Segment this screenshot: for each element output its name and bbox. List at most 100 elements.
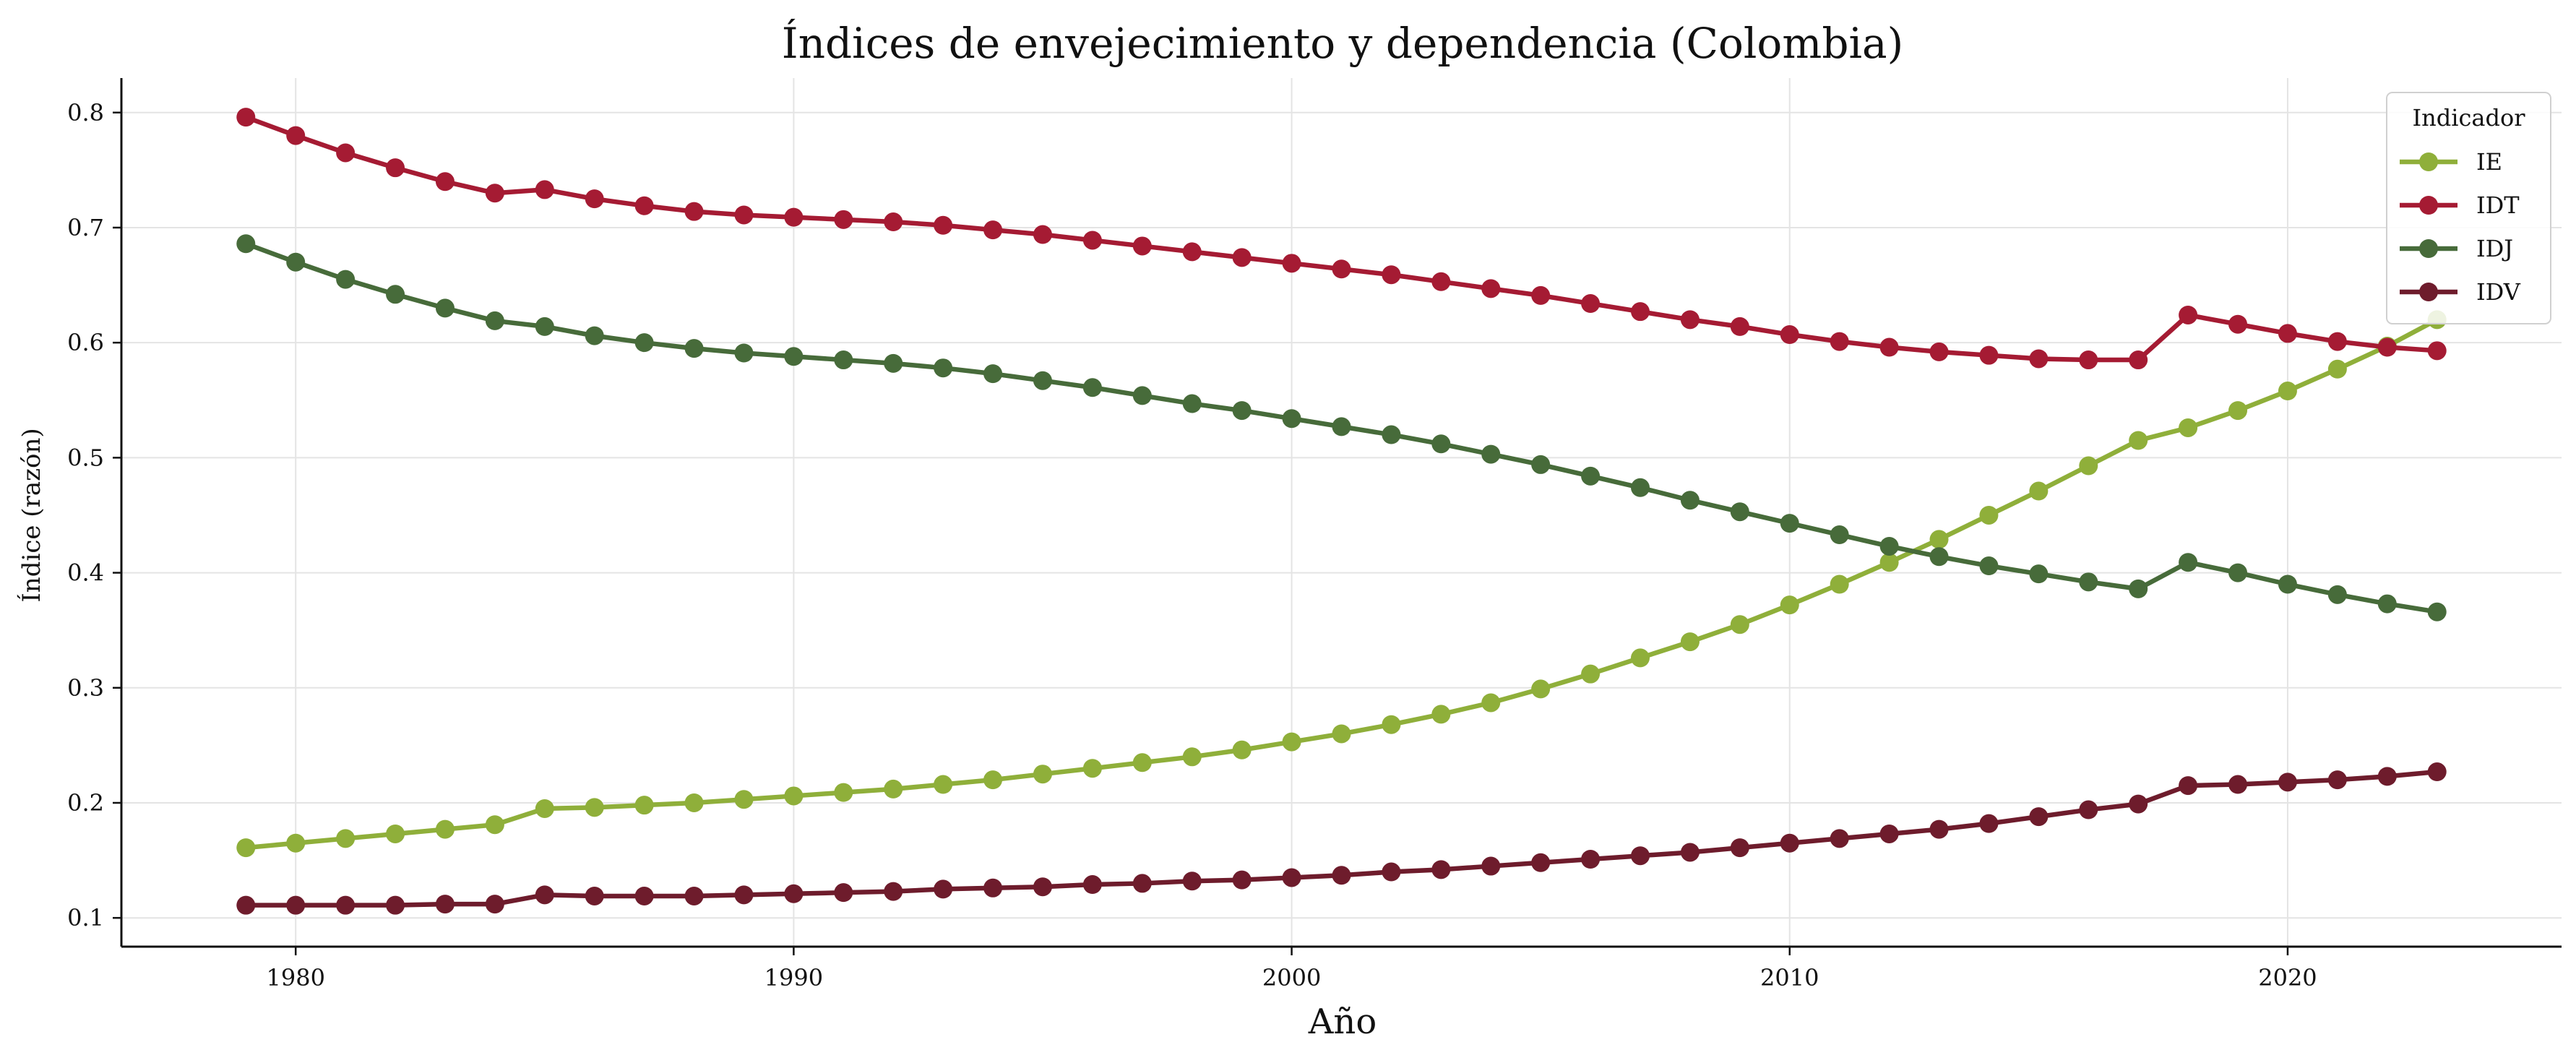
data-point	[386, 158, 405, 178]
data-point	[1680, 843, 1700, 862]
data-point	[934, 358, 953, 378]
data-point	[435, 895, 455, 914]
data-point	[1481, 444, 1501, 464]
data-point	[435, 298, 455, 318]
data-point	[1581, 850, 1601, 869]
legend: Indicador IE IDT IDJ IDV	[2386, 92, 2551, 324]
data-point	[934, 775, 953, 794]
data-point	[1232, 248, 1252, 267]
data-point	[934, 879, 953, 899]
y-tick-label: 0.1	[67, 904, 104, 931]
grid	[121, 78, 2562, 947]
y-axis-label: Índice (razón)	[17, 428, 46, 602]
data-point	[1631, 648, 1650, 668]
data-point	[784, 207, 804, 227]
data-point	[2228, 314, 2248, 334]
x-tick-label: 1990	[764, 964, 823, 991]
x-tick-label: 2010	[1760, 964, 1819, 991]
data-point	[2029, 481, 2049, 501]
data-point	[1182, 242, 1202, 262]
y-tick-label: 0.4	[67, 559, 104, 587]
data-point	[336, 143, 356, 163]
data-point	[1979, 345, 1999, 365]
legend-label: IDV	[2476, 278, 2521, 306]
data-point	[2079, 800, 2098, 819]
data-point	[2278, 574, 2297, 594]
data-point	[784, 884, 804, 903]
data-point	[1730, 317, 1749, 336]
data-point	[386, 895, 405, 915]
data-point	[834, 883, 853, 903]
data-point	[435, 819, 455, 839]
data-point	[485, 184, 504, 203]
data-point	[236, 895, 256, 915]
data-point	[1979, 505, 1999, 525]
data-point	[2278, 382, 2297, 401]
data-point	[1282, 868, 1301, 887]
data-point	[1631, 302, 1650, 322]
data-point	[1830, 332, 1849, 351]
data-point	[2377, 767, 2397, 786]
data-point	[2278, 324, 2297, 343]
data-point	[734, 885, 754, 905]
data-point	[1132, 874, 1152, 893]
data-point	[1033, 877, 1052, 897]
legend-label: IDJ	[2476, 235, 2513, 262]
data-point	[2129, 794, 2148, 814]
data-point	[884, 353, 903, 373]
data-point	[585, 326, 604, 345]
data-point	[1680, 632, 1700, 652]
data-point	[1232, 740, 1252, 759]
data-point	[634, 333, 654, 353]
data-point	[1431, 860, 1451, 879]
data-point	[1730, 615, 1749, 634]
data-point	[2079, 350, 2098, 370]
data-point	[983, 770, 1003, 790]
data-point	[1382, 715, 1401, 734]
data-point	[2129, 431, 2148, 450]
series-group	[236, 108, 2447, 915]
data-point	[2377, 594, 2397, 614]
series-line	[244, 769, 2439, 908]
data-point	[2179, 418, 2198, 437]
data-point	[1481, 856, 1501, 876]
data-point	[684, 339, 704, 358]
data-point	[1581, 466, 1601, 486]
y-tick-label: 0.5	[67, 444, 104, 471]
x-tick-label: 2000	[1262, 964, 1321, 991]
data-point	[1232, 870, 1252, 890]
data-point	[1382, 425, 1401, 444]
legend-item-idv: IDV	[2400, 278, 2521, 306]
data-point	[1382, 265, 1401, 285]
data-point	[485, 895, 504, 914]
data-point	[1132, 753, 1152, 772]
data-point	[2427, 762, 2447, 782]
data-point	[634, 886, 654, 905]
data-point	[1979, 814, 1999, 833]
x-tick-label: 2020	[2258, 964, 2317, 991]
data-point	[2327, 332, 2347, 351]
legend-marker	[2419, 196, 2438, 215]
data-point	[1730, 502, 1749, 522]
legend-marker	[2419, 283, 2438, 301]
legend-label: IDT	[2476, 191, 2520, 219]
y-tick-label: 0.6	[67, 329, 104, 356]
data-point	[1830, 829, 1849, 848]
data-point	[1830, 574, 1849, 594]
y-tick-label: 0.7	[67, 214, 104, 241]
data-point	[1879, 536, 1899, 556]
series-idt	[236, 108, 2447, 370]
data-point	[336, 829, 356, 848]
data-point	[1929, 547, 1949, 567]
data-point	[634, 196, 654, 215]
data-point	[884, 882, 903, 901]
data-point	[1182, 394, 1202, 413]
data-point	[1332, 417, 1351, 436]
data-point	[535, 317, 554, 336]
data-point	[1033, 225, 1052, 244]
data-point	[1929, 342, 1949, 361]
data-point	[2079, 572, 2098, 592]
data-point	[2179, 305, 2198, 324]
data-point	[1182, 747, 1202, 767]
y-tick-label: 0.3	[67, 674, 104, 702]
